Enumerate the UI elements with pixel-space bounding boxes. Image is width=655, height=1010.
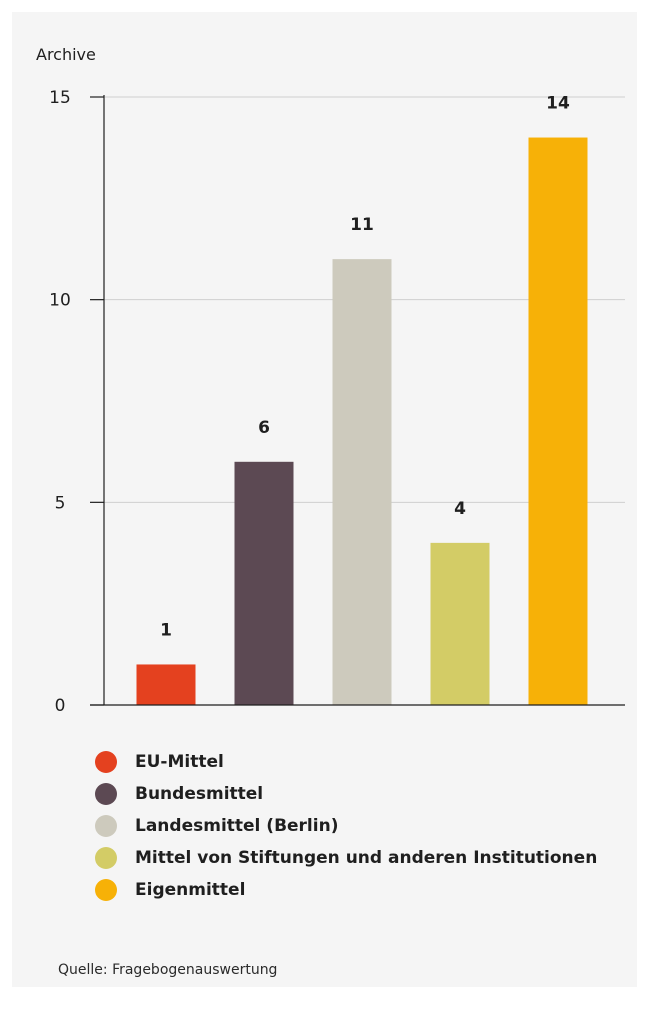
bar-value-label: 1	[160, 620, 172, 640]
bars	[136, 137, 588, 706]
legend-item: Bundesmittel	[95, 778, 597, 810]
data-labels: 1 6 11 4 14	[160, 94, 570, 641]
bar-value-label: 6	[258, 418, 270, 438]
bar	[430, 542, 490, 705]
bar	[234, 461, 294, 705]
legend-swatch	[95, 783, 117, 805]
legend-label: Landesmittel (Berlin)	[135, 816, 339, 836]
legend-label: EU-Mittel	[135, 752, 224, 772]
legend-label: Eigenmittel	[135, 880, 246, 900]
bar	[332, 259, 392, 705]
y-tick-label: 0	[55, 696, 66, 716]
bar-value-label: 14	[546, 94, 570, 114]
y-axis-ticks: 0 5 10 15	[49, 88, 104, 716]
y-tick-label: 5	[55, 493, 66, 513]
legend-swatch	[95, 879, 117, 901]
legend-swatch	[95, 815, 117, 837]
y-tick-label: 15	[49, 88, 71, 108]
legend-label: Bundesmittel	[135, 784, 264, 804]
bar-value-label: 4	[454, 499, 466, 519]
bar	[528, 137, 588, 706]
legend-swatch	[95, 847, 117, 869]
legend-swatch	[95, 751, 117, 773]
legend-item: Eigenmittel	[95, 874, 597, 906]
source-note: Quelle: Fragebogenauswertung	[58, 962, 278, 978]
legend-label: Mittel von Stiftungen und anderen Instit…	[135, 848, 598, 868]
legend-item: Landesmittel (Berlin)	[95, 810, 597, 842]
y-tick-label: 10	[49, 291, 71, 311]
bar-value-label: 11	[350, 215, 374, 235]
legend-item: Mittel von Stiftungen und anderen Instit…	[95, 842, 597, 874]
bar	[136, 664, 196, 705]
legend-item: EU-Mittel	[95, 746, 597, 778]
y-axis-label: Archive	[36, 45, 96, 64]
bar-chart: Archive 0 5 10 15 1 6 11 4 14	[36, 45, 625, 716]
legend: EU-Mittel Bundesmittel Landesmittel (Berli…	[95, 746, 597, 906]
